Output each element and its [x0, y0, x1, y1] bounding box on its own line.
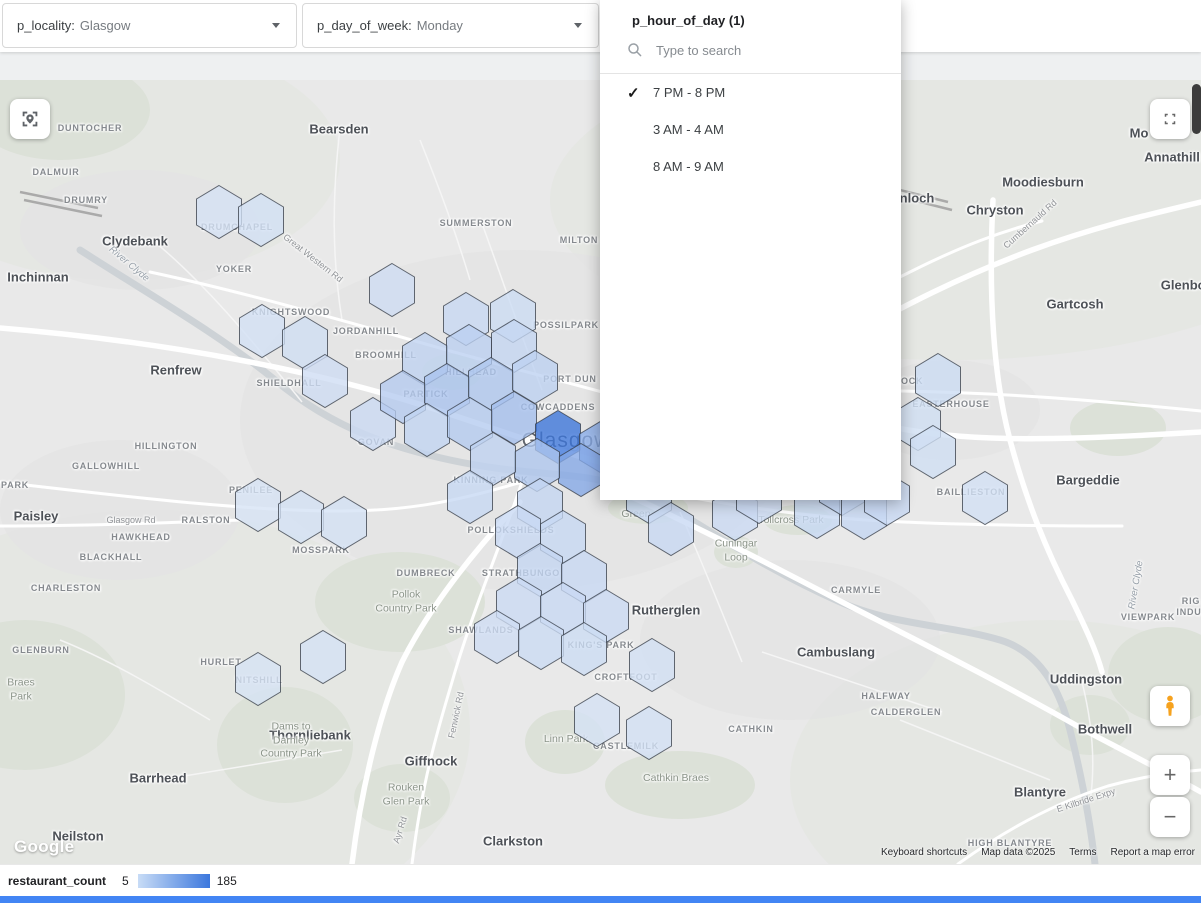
- hex-bin[interactable]: [235, 477, 281, 533]
- hex-bin[interactable]: [629, 637, 675, 693]
- pegman-button[interactable]: [1150, 686, 1190, 726]
- dropdown-option-3[interactable]: 8 AM - 9 AM: [600, 148, 901, 185]
- hex-bin[interactable]: [910, 424, 956, 480]
- dropdown-option-label: 8 AM - 9 AM: [653, 159, 724, 174]
- dropdown-title: p_hour_of_day (1): [600, 0, 901, 37]
- fullscreen-icon: [1164, 113, 1176, 125]
- map-attribution: Keyboard shortcuts Map data ©2025 Terms …: [881, 847, 1195, 858]
- filter-locality-value: Glasgow: [79, 18, 131, 33]
- keyboard-shortcuts-link[interactable]: Keyboard shortcuts: [881, 847, 968, 858]
- zoom-out-label: −: [1163, 804, 1177, 829]
- hex-bin[interactable]: [574, 692, 620, 748]
- search-input[interactable]: [654, 41, 868, 59]
- dropdown-option-label: 7 PM - 8 PM: [653, 85, 726, 100]
- chevron-down-icon: [272, 23, 280, 28]
- dropdown-option-label: 3 AM - 4 AM: [653, 122, 724, 137]
- chevron-down-icon: [574, 23, 582, 28]
- google-logo[interactable]: Google: [14, 837, 75, 856]
- hex-bin[interactable]: [474, 609, 520, 665]
- search-icon: [628, 43, 642, 57]
- filter-day-value: Monday: [416, 18, 463, 33]
- hex-bin[interactable]: [626, 705, 672, 761]
- hour-of-day-dropdown-panel: p_hour_of_day (1) ✓ 7 PM - 8 PM 3 AM - 4 A…: [600, 0, 901, 500]
- filter-locality-label: p_locality:: [17, 18, 75, 33]
- hex-bin[interactable]: [491, 390, 537, 446]
- hex-bin[interactable]: [561, 621, 607, 677]
- report-map-error-link[interactable]: Report a map error: [1110, 847, 1195, 858]
- map-data-copyright: Map data ©2025: [981, 847, 1056, 858]
- hex-bin[interactable]: [239, 303, 285, 359]
- dropdown-option-2[interactable]: 3 AM - 4 AM: [600, 111, 901, 148]
- hex-bin[interactable]: [235, 651, 281, 707]
- hex-bin[interactable]: [915, 352, 961, 408]
- hex-bin[interactable]: [300, 629, 346, 685]
- hex-bin[interactable]: [369, 262, 415, 318]
- hex-bin[interactable]: [447, 469, 493, 525]
- legend-min-value: 5: [122, 873, 129, 888]
- hex-bin[interactable]: [278, 489, 324, 545]
- zoom-out-button[interactable]: −: [1150, 797, 1190, 837]
- my-location-button[interactable]: [10, 99, 50, 139]
- filter-day-of-week[interactable]: p_day_of_week: Monday: [302, 3, 599, 48]
- pegman-icon: [1166, 695, 1174, 716]
- filter-day-label: p_day_of_week:: [317, 18, 412, 33]
- legend-gradient: [137, 873, 210, 888]
- zoom-in-label: +: [1163, 762, 1177, 787]
- fullscreen-button[interactable]: [1150, 99, 1190, 139]
- dropdown-option-1[interactable]: ✓ 7 PM - 8 PM: [600, 74, 901, 111]
- hex-bin[interactable]: [321, 495, 367, 551]
- my-location-icon: [22, 111, 38, 127]
- check-icon: ✓: [627, 84, 640, 102]
- hex-bin[interactable]: [518, 615, 564, 671]
- hex-bin[interactable]: [196, 184, 242, 240]
- dropdown-title-text: p_hour_of_day: [632, 13, 726, 28]
- scrollbar-thumb[interactable]: [1192, 84, 1201, 134]
- dropdown-selected-count: (1): [728, 13, 745, 28]
- bottom-accent-bar: [0, 896, 1201, 903]
- legend-bar: restaurant_count 5 185: [0, 864, 1201, 896]
- legend-max-value: 185: [216, 873, 237, 888]
- hex-bin[interactable]: [238, 192, 284, 248]
- dropdown-search: [600, 37, 901, 74]
- hex-bin[interactable]: [512, 349, 558, 405]
- hex-bin[interactable]: [648, 501, 694, 557]
- dropdown-option-list: ✓ 7 PM - 8 PM 3 AM - 4 AM 8 AM - 9 AM: [600, 74, 901, 185]
- filter-locality[interactable]: p_locality: Glasgow: [2, 3, 297, 48]
- hex-bin[interactable]: [962, 470, 1008, 526]
- zoom-in-button[interactable]: +: [1150, 755, 1190, 795]
- legend-title: restaurant_count: [8, 873, 107, 888]
- terms-link[interactable]: Terms: [1069, 847, 1097, 858]
- hex-bin[interactable]: [302, 353, 348, 409]
